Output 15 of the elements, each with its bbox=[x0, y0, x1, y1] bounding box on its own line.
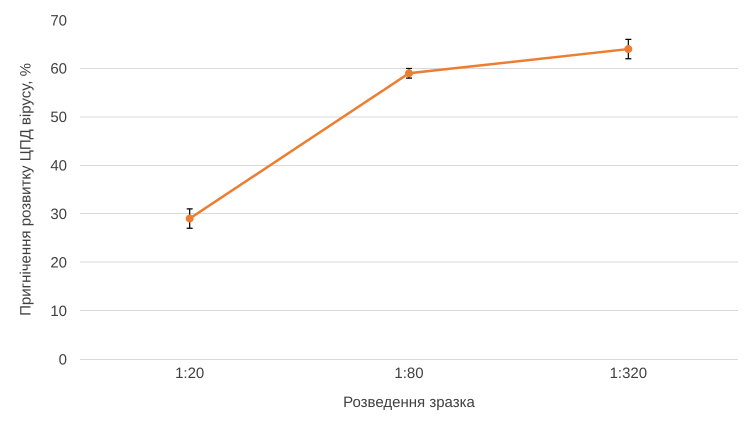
y-tick-label: 60 bbox=[50, 60, 67, 78]
y-tick-label: 40 bbox=[50, 158, 67, 175]
point bbox=[186, 214, 194, 223]
x-tick-label: 1:20 bbox=[175, 365, 204, 382]
x-axis-title: Розведення зразка bbox=[343, 394, 476, 411]
y-tick-label: 20 bbox=[50, 254, 67, 272]
y-tick-label: 70 bbox=[50, 12, 67, 30]
x-tick-label: 1:80 bbox=[394, 365, 424, 382]
y-tick-label: 50 bbox=[50, 109, 67, 126]
y-axis-title: Пригнічення розвитку ЦПД вірусу, % bbox=[18, 63, 35, 316]
y-tick-label: 10 bbox=[50, 302, 67, 320]
x-tick-label: 1:320 bbox=[610, 365, 648, 382]
point bbox=[624, 45, 632, 54]
y-tick-label: 0 bbox=[58, 351, 67, 368]
y-tick-label: 30 bbox=[50, 206, 67, 223]
